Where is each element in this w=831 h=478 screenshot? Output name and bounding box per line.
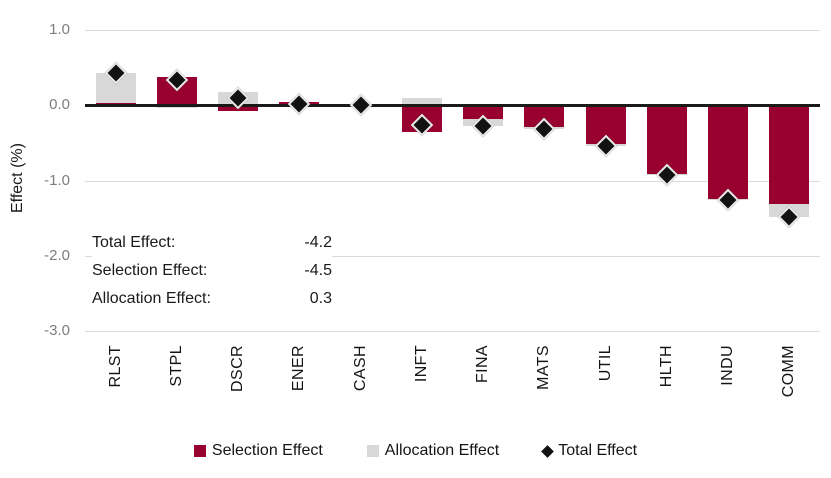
gridline	[85, 181, 820, 182]
x-axis-label-fina: FINA	[474, 345, 492, 384]
gridline	[85, 30, 820, 31]
y-axis-tick-label: 1.0	[49, 21, 70, 38]
annotation-value: 0.3	[309, 290, 332, 307]
annotation-row-total: Total Effect: -4.2	[92, 229, 332, 257]
y-axis-tick-label: 0.0	[49, 96, 70, 114]
y-axis-tick-label: -2.0	[44, 246, 70, 264]
x-axis-label-cash: CASH	[351, 345, 369, 392]
annotation-label: Allocation Effect:	[92, 290, 211, 307]
annotation-label: Total Effect:	[92, 234, 176, 251]
chart-legend: Selection Effect Allocation Effect Total…	[0, 442, 831, 460]
selection-effect-swatch	[193, 445, 206, 457]
bar-selection-effect-hlth	[646, 105, 687, 174]
legend-label: Allocation Effect	[384, 442, 500, 459]
x-axis-label-rlst: RLST	[106, 345, 124, 388]
total-marker-cash	[349, 93, 372, 117]
legend-item-allocation-effect: Allocation Effect	[366, 442, 500, 460]
legend-item-selection-effect: Selection Effect	[193, 442, 323, 460]
bar-selection-effect-comm	[769, 105, 810, 204]
x-axis-label-dscr: DSCR	[229, 345, 247, 392]
total-marker-ener	[288, 92, 311, 116]
annotation-row-selection: Selection Effect: -4.5	[92, 257, 332, 285]
y-axis-tick-label: -3.0	[44, 322, 70, 339]
x-axis-label-hlth: HLTH	[657, 345, 675, 388]
x-axis-label-stpl: STPL	[167, 345, 185, 387]
x-axis-label-inft: INFT	[412, 345, 430, 383]
annotation-value: -4.5	[304, 262, 332, 279]
legend-item-total-effect: Total Effect	[541, 442, 638, 460]
annotation-label: Selection Effect:	[92, 262, 208, 279]
gridline	[85, 331, 820, 332]
bar-selection-effect-mats	[524, 105, 565, 128]
x-axis-label-util: UTIL	[596, 345, 614, 382]
legend-label: Total Effect	[558, 442, 638, 459]
x-axis-label-ener: ENER	[290, 345, 308, 392]
x-axis-label-comm: COMM	[780, 345, 798, 398]
gridline	[85, 256, 820, 257]
x-axis-zero-line	[85, 104, 820, 107]
y-axis-title: Effect (%)	[9, 143, 26, 213]
total-effect-diamond-icon	[541, 444, 555, 458]
bar-selection-effect-fina	[463, 105, 504, 119]
x-axis-label-indu: INDU	[719, 345, 737, 386]
annotation-row-allocation: Allocation Effect: 0.3	[92, 285, 332, 313]
bar-selection-effect-indu	[708, 105, 749, 200]
annotation-value: -4.2	[304, 234, 332, 251]
x-axis-label-mats: MATS	[535, 345, 553, 390]
allocation-effect-swatch	[366, 445, 379, 457]
y-axis-tick-label: -1.0	[44, 171, 70, 189]
legend-label: Selection Effect	[211, 442, 323, 459]
summary-annotation: Total Effect: -4.2 Selection Effect: -4.…	[92, 229, 332, 313]
bar-allocation-effect-inft	[401, 97, 442, 106]
